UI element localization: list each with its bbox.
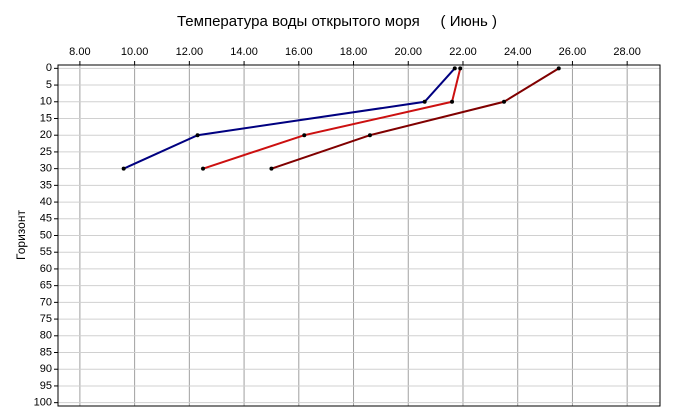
- x-tick-label: 20.00: [394, 46, 422, 58]
- y-tick-label: 55: [40, 246, 52, 258]
- x-tick-label: 18.00: [340, 46, 368, 58]
- y-tick-label: 65: [40, 280, 52, 292]
- y-tick-label: 20: [40, 129, 52, 141]
- data-point: [452, 66, 457, 71]
- x-tick-label: 22.00: [449, 46, 477, 58]
- y-tick-label: 100: [34, 397, 52, 409]
- data-point: [201, 166, 206, 171]
- y-tick-label: 60: [40, 263, 52, 275]
- data-point: [502, 99, 507, 104]
- y-tick-label: 5: [46, 79, 52, 91]
- y-tick-label: 35: [40, 179, 52, 191]
- y-tick-label: 80: [40, 330, 52, 342]
- data-point: [458, 66, 463, 71]
- y-tick-label: 50: [40, 229, 52, 241]
- data-point: [302, 133, 307, 138]
- series-line: [202, 68, 462, 170]
- x-tick-label: 16.00: [285, 46, 313, 58]
- y-tick-label: 75: [40, 313, 52, 325]
- data-point: [121, 166, 126, 171]
- x-tick-label: 10.00: [121, 46, 149, 58]
- y-tick-label: 70: [40, 296, 52, 308]
- y-tick-label: 15: [40, 112, 52, 124]
- x-tick-label: 8.00: [69, 46, 90, 58]
- y-tick-label: 10: [40, 96, 52, 108]
- data-point: [367, 133, 372, 138]
- y-tick-label: 45: [40, 213, 52, 225]
- y-tick-label: 85: [40, 346, 52, 358]
- y-tick-label: 30: [40, 163, 52, 175]
- x-tick-label: 14.00: [230, 46, 258, 58]
- y-axis-label: Горизонт: [14, 210, 28, 260]
- chart-title: Температура воды открытого моря ( Июнь ): [177, 13, 497, 30]
- x-tick-label: 24.00: [504, 46, 532, 58]
- x-tick-label: 12.00: [176, 46, 204, 58]
- y-tick-label: 90: [40, 363, 52, 375]
- y-tick-label: 40: [40, 196, 52, 208]
- data-point: [556, 66, 561, 71]
- data-point: [450, 99, 455, 104]
- series-line: [271, 67, 560, 170]
- y-tick-label: 0: [46, 62, 52, 74]
- data-point: [269, 166, 274, 171]
- y-tick-label: 95: [40, 380, 52, 392]
- series-line: [123, 67, 456, 170]
- data-point: [195, 133, 200, 138]
- x-tick-label: 28.00: [613, 46, 641, 58]
- y-tick-label: 25: [40, 146, 52, 158]
- data-point: [422, 99, 427, 104]
- x-tick-label: 26.00: [559, 46, 587, 58]
